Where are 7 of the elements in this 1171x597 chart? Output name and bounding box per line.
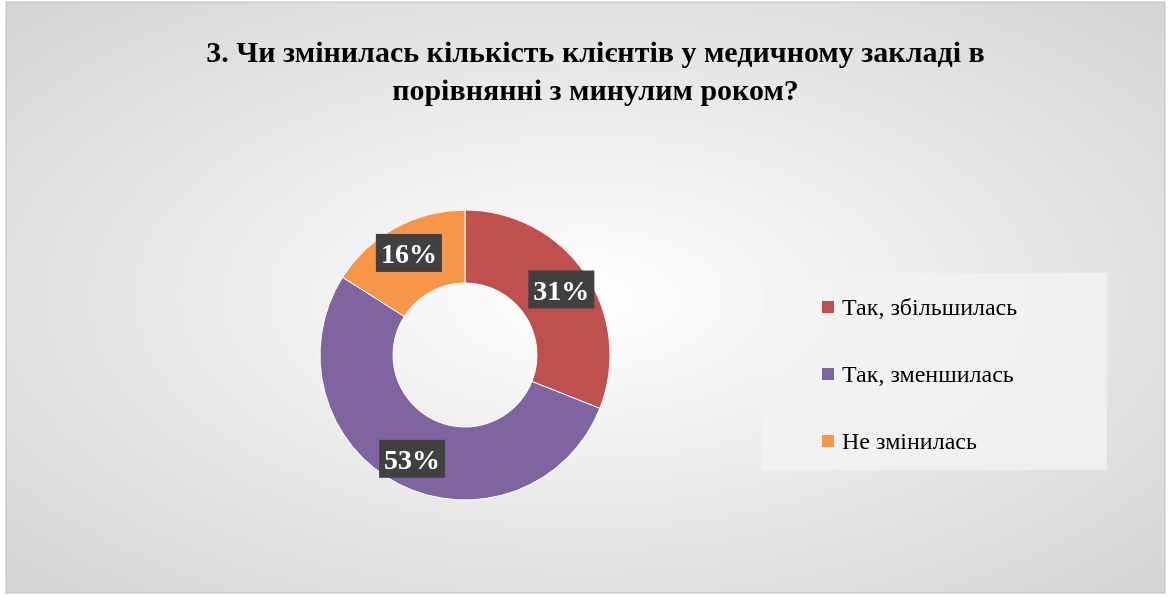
legend-label: Так, зменшилась <box>842 361 1014 387</box>
legend-label: Так, збільшилась <box>842 294 1018 320</box>
data-label: 16% <box>380 237 437 269</box>
legend-label: Не змінилась <box>842 428 977 454</box>
data-label: 53% <box>384 443 441 475</box>
chart-title: 3. Чи змінилась кількість клієнтів у медичному закладі в порівнянні з минулим роком? <box>206 35 985 106</box>
data-label: 31% <box>533 274 590 306</box>
